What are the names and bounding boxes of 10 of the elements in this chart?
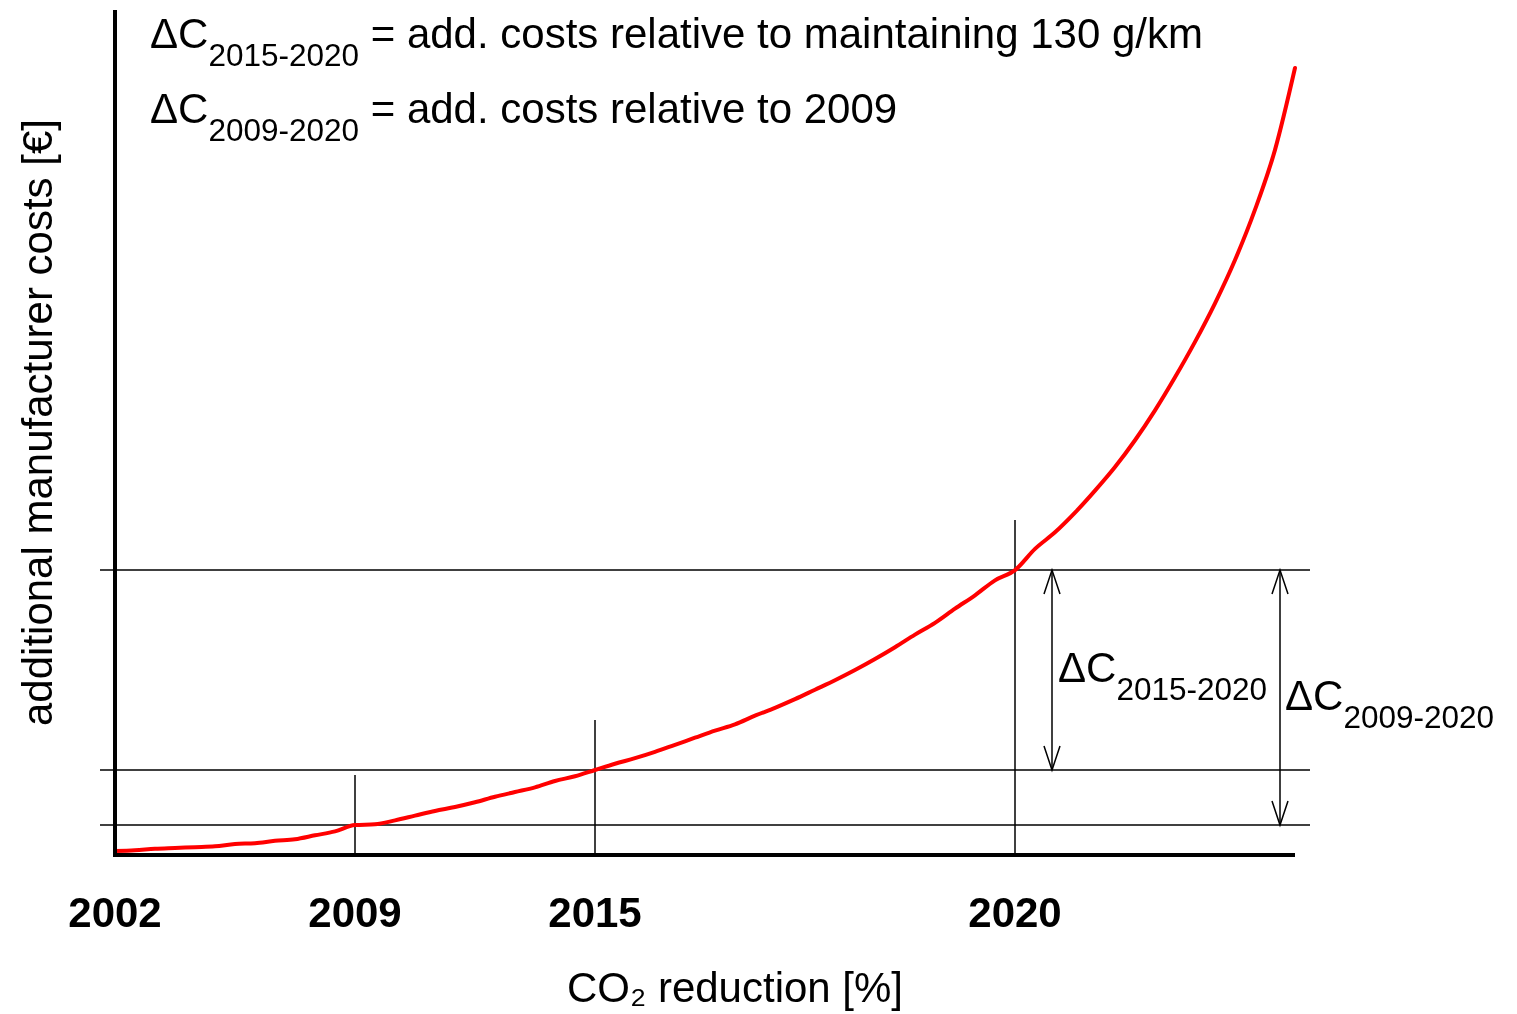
annotation: ΔC$_{2015-2020}$ (1058, 644, 1268, 708)
annotation: ΔC$_{2015-2020}$ = add. costs relative to maintaining 130 g/km (150, 10, 1203, 73)
x-tick-label: 2020 (968, 889, 1062, 936)
x-tick-label: 2015 (548, 889, 642, 936)
x-axis-title: CO₂ reduction [%] (566, 964, 904, 1011)
annotation: ΔC$_{2009-2020}$ = add. costs relative to 2009 (150, 85, 898, 148)
x-tick-label: 2009 (308, 889, 402, 936)
x-tick-label: 2002 (68, 889, 162, 936)
annotation: ΔC$_{2009-2020}$ (1285, 671, 1495, 735)
y-axis-title: additional manufacturer costs [€] (14, 119, 61, 726)
